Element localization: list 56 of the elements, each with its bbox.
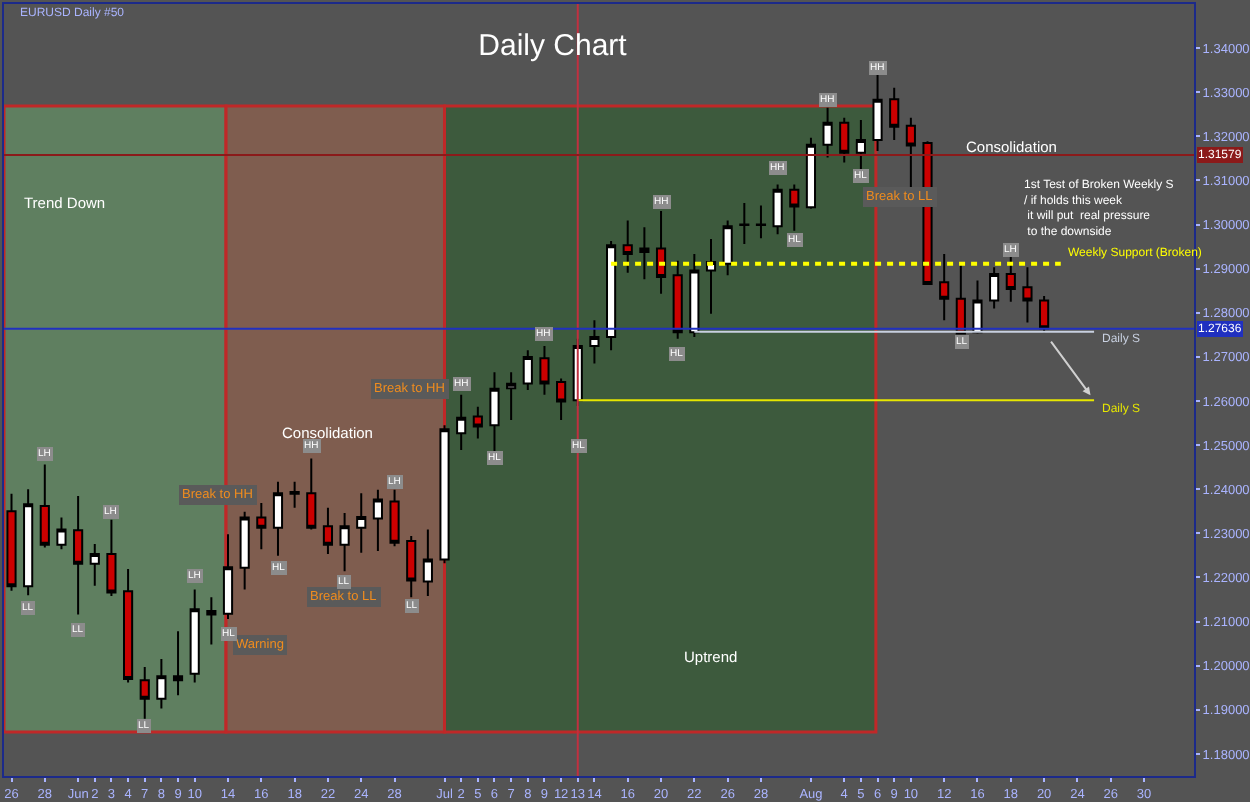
candlestick	[822, 106, 833, 159]
candlestick	[606, 239, 617, 352]
candlestick	[589, 319, 600, 365]
candlestick	[456, 393, 467, 451]
candlestick	[522, 349, 533, 391]
candlestick	[689, 253, 700, 339]
candlestick	[739, 201, 750, 245]
candlestick	[172, 630, 184, 697]
candlestick	[306, 457, 317, 531]
candlestick	[672, 259, 683, 340]
candlestick	[755, 204, 767, 240]
candlestick	[73, 494, 84, 616]
candlestick	[955, 261, 966, 335]
candlestick	[272, 480, 284, 557]
candlestick	[256, 501, 267, 551]
candlestick	[39, 463, 50, 549]
candlestick	[805, 136, 817, 210]
candlestick	[56, 516, 67, 551]
candlestick	[439, 424, 450, 565]
candlestick	[372, 488, 383, 553]
candlestick	[655, 209, 667, 295]
candlestick	[506, 371, 517, 421]
candlestick	[139, 666, 150, 720]
candlestick	[189, 588, 200, 684]
candlestick	[905, 116, 916, 190]
candlestick	[389, 488, 400, 548]
candlestick	[289, 480, 300, 509]
candlestick	[539, 344, 550, 396]
candlestick	[106, 518, 117, 598]
candlestick	[356, 492, 367, 554]
candlestick	[472, 405, 483, 440]
candlestick	[972, 279, 983, 334]
candlestick	[239, 510, 250, 591]
candlestick	[406, 535, 417, 599]
candlestick	[1022, 266, 1033, 324]
candlestick	[622, 219, 633, 274]
candlestick	[322, 506, 334, 556]
candlestick	[156, 658, 167, 710]
candlestick	[123, 568, 134, 684]
candlestick	[939, 253, 950, 322]
candlestick	[339, 512, 350, 573]
candlestick	[889, 86, 900, 141]
candlestick	[206, 596, 217, 646]
candlestick	[989, 266, 1000, 310]
candlestick	[839, 116, 850, 164]
candlestick	[6, 492, 17, 592]
candlestick	[872, 74, 883, 152]
candlestick	[789, 183, 800, 232]
candlestick	[422, 528, 433, 598]
candlestick	[639, 226, 650, 281]
candlestick	[222, 533, 234, 620]
candlestick	[23, 488, 34, 597]
candlestick	[556, 377, 567, 421]
candlestick	[722, 219, 733, 277]
candlestick	[772, 183, 783, 236]
candlestick	[89, 542, 100, 587]
